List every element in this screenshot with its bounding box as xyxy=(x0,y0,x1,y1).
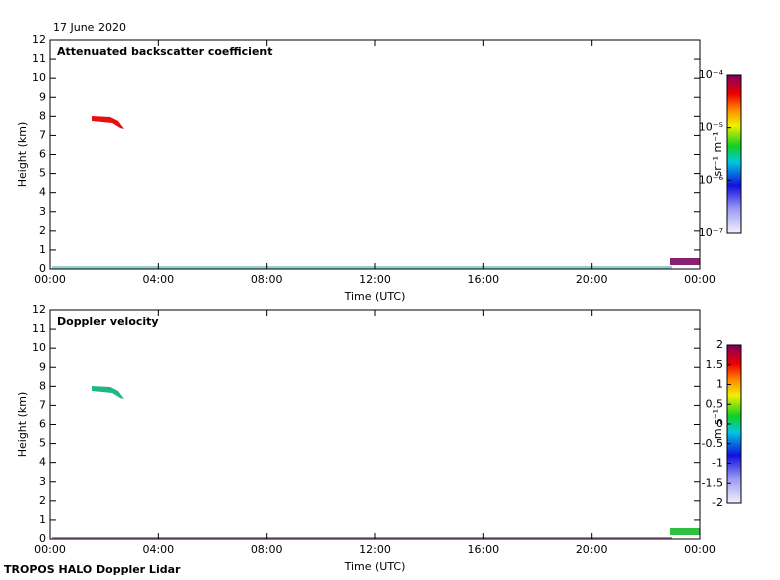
x-tick-label: 04:00 xyxy=(142,273,174,286)
colorbar-label: m s⁻¹ xyxy=(711,409,724,439)
plot-frame xyxy=(49,309,701,540)
echo-patch xyxy=(670,258,700,265)
y-tick-label: 0 xyxy=(39,532,46,545)
x-tick-label: 08:00 xyxy=(251,543,283,556)
colorbar-tick-label: -2 xyxy=(712,496,723,509)
colorbar xyxy=(726,74,742,234)
plot-frame xyxy=(49,39,701,270)
y-axis-label: Height (km) xyxy=(16,122,29,188)
x-tick-label: 12:00 xyxy=(359,273,391,286)
y-tick-label: 9 xyxy=(39,360,46,373)
y-tick-label: 12 xyxy=(32,303,46,316)
y-tick-label: 2 xyxy=(39,224,46,237)
colorbar-tick-label: 10⁻⁶ xyxy=(699,173,724,186)
y-tick-label: 8 xyxy=(39,109,46,122)
y-tick-label: 5 xyxy=(39,437,46,450)
colorbar-tick-label: 10⁻⁵ xyxy=(699,121,723,134)
colorbar-tick-label: 2 xyxy=(716,338,723,351)
x-tick-label: 00:00 xyxy=(34,543,66,556)
y-tick-label: 5 xyxy=(39,167,46,180)
y-tick-label: 4 xyxy=(39,186,46,199)
x-tick-label: 20:00 xyxy=(576,273,608,286)
colorbar-label: sr⁻¹ m⁻¹ xyxy=(711,132,724,177)
x-tick-label: 00:00 xyxy=(684,543,716,556)
colorbar-tick-label: -1 xyxy=(712,457,723,470)
y-axis-label: Height (km) xyxy=(16,392,29,458)
x-tick-label: 00:00 xyxy=(684,273,716,286)
panel-title: Doppler velocity xyxy=(57,315,159,328)
colorbar-tick-label: 1.5 xyxy=(706,358,724,371)
x-tick-label: 04:00 xyxy=(142,543,174,556)
y-tick-label: 7 xyxy=(39,128,46,141)
colorbar-tick-label: 0.5 xyxy=(706,397,724,410)
panel-title: Attenuated backscatter coefficient xyxy=(57,45,273,58)
footer: TROPOS HALO Doppler Lidar xyxy=(4,563,181,576)
y-tick-label: 10 xyxy=(32,341,46,354)
echo-patch xyxy=(52,266,672,269)
x-tick-label: 20:00 xyxy=(576,543,608,556)
y-tick-label: 3 xyxy=(39,205,46,218)
x-axis-label: Time (UTC) xyxy=(344,290,406,303)
y-tick-label: 11 xyxy=(32,322,46,335)
y-tick-label: 11 xyxy=(32,52,46,65)
colorbar-tick-label: 0 xyxy=(716,417,723,430)
echo-patch xyxy=(670,528,700,535)
y-tick-label: 12 xyxy=(32,33,46,46)
y-tick-label: 4 xyxy=(39,456,46,469)
x-tick-label: 16:00 xyxy=(467,273,499,286)
y-tick-label: 1 xyxy=(39,513,46,526)
y-tick-label: 1 xyxy=(39,243,46,256)
colorbar-tick-label: -0.5 xyxy=(702,437,723,450)
y-tick-label: 8 xyxy=(39,379,46,392)
colorbar-tick-label: -1.5 xyxy=(702,476,723,489)
x-axis-label: Time (UTC) xyxy=(344,560,406,573)
colorbar-tick-label: 10⁻⁴ xyxy=(699,68,724,81)
y-tick-label: 6 xyxy=(39,418,46,431)
colorbar-tick-label: 10⁻⁷ xyxy=(699,226,723,239)
y-tick-label: 10 xyxy=(32,71,46,84)
echo-patch xyxy=(92,116,124,129)
echo-patch xyxy=(52,537,672,539)
y-tick-label: 6 xyxy=(39,148,46,161)
x-tick-label: 16:00 xyxy=(467,543,499,556)
y-tick-label: 7 xyxy=(39,398,46,411)
colorbar-tick-label: 1 xyxy=(716,378,723,391)
echo-patch xyxy=(92,386,124,399)
date: 17 June 2020 xyxy=(53,21,126,34)
y-tick-label: 0 xyxy=(39,262,46,275)
y-tick-label: 2 xyxy=(39,494,46,507)
x-tick-label: 08:00 xyxy=(251,273,283,286)
y-tick-label: 3 xyxy=(39,475,46,488)
y-tick-label: 9 xyxy=(39,90,46,103)
x-tick-label: 00:00 xyxy=(34,273,66,286)
x-tick-label: 12:00 xyxy=(359,543,391,556)
